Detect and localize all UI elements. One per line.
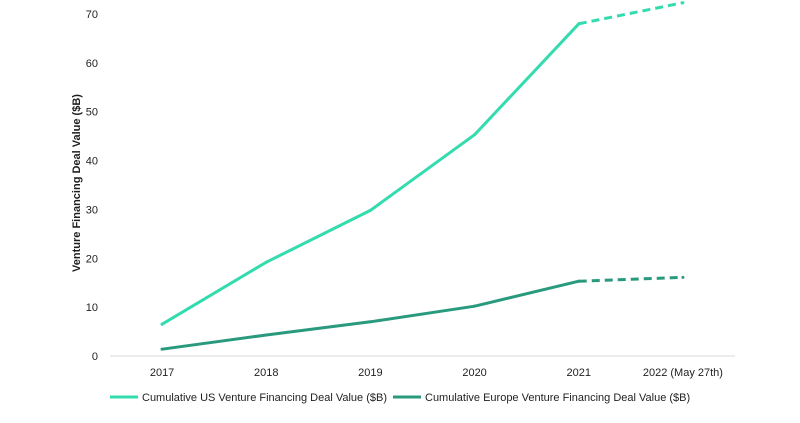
series-line-solid	[160, 22, 581, 326]
data-point	[473, 304, 477, 308]
series-lines	[160, 1, 685, 351]
data-point	[577, 279, 581, 283]
series-line-dashed	[578, 275, 683, 283]
legend: Cumulative US Venture Financing Deal Val…	[110, 392, 690, 404]
x-tick-label: 2021	[567, 367, 591, 379]
x-tick-label: 2020	[462, 367, 486, 379]
y-tick-label: 20	[86, 253, 98, 265]
x-tick-label: 2017	[150, 367, 174, 379]
legend-item-us: Cumulative US Venture Financing Deal Val…	[110, 392, 387, 404]
y-tick-label: 60	[86, 58, 98, 70]
data-point	[368, 320, 372, 324]
x-tick-label: 2022 (May 27th)	[643, 367, 723, 379]
y-tick-label: 70	[86, 9, 98, 21]
data-point	[681, 1, 685, 5]
y-tick-label: 10	[86, 302, 98, 314]
y-tick-label: 30	[86, 204, 98, 216]
axes: 0 10 20 30 40 50 60 70 2017 2018 2019 2020 2021 2022 …	[86, 9, 735, 379]
x-tick-label: 2019	[358, 367, 382, 379]
legend-item-europe: Cumulative Europe Venture Financing Deal…	[393, 392, 690, 404]
legend-label: Cumulative Europe Venture Financing Deal…	[425, 392, 690, 404]
data-point	[577, 22, 581, 26]
data-point	[160, 322, 164, 326]
series-us	[160, 1, 685, 326]
data-point	[264, 333, 268, 337]
y-tick-label: 0	[92, 351, 98, 363]
data-point	[264, 260, 268, 264]
data-point	[681, 275, 685, 279]
series-line-solid	[160, 279, 581, 351]
data-point	[473, 133, 477, 137]
legend-label: Cumulative US Venture Financing Deal Val…	[142, 392, 387, 404]
data-point	[368, 208, 372, 212]
data-point	[160, 347, 164, 351]
y-tick-label: 40	[86, 156, 98, 168]
x-tick-label: 2018	[254, 367, 278, 379]
series-line-dashed	[578, 1, 684, 26]
y-axis-title: Venture Financing Deal Value ($B)	[71, 94, 83, 272]
y-tick-label: 50	[86, 107, 98, 119]
series-europe	[160, 275, 685, 351]
